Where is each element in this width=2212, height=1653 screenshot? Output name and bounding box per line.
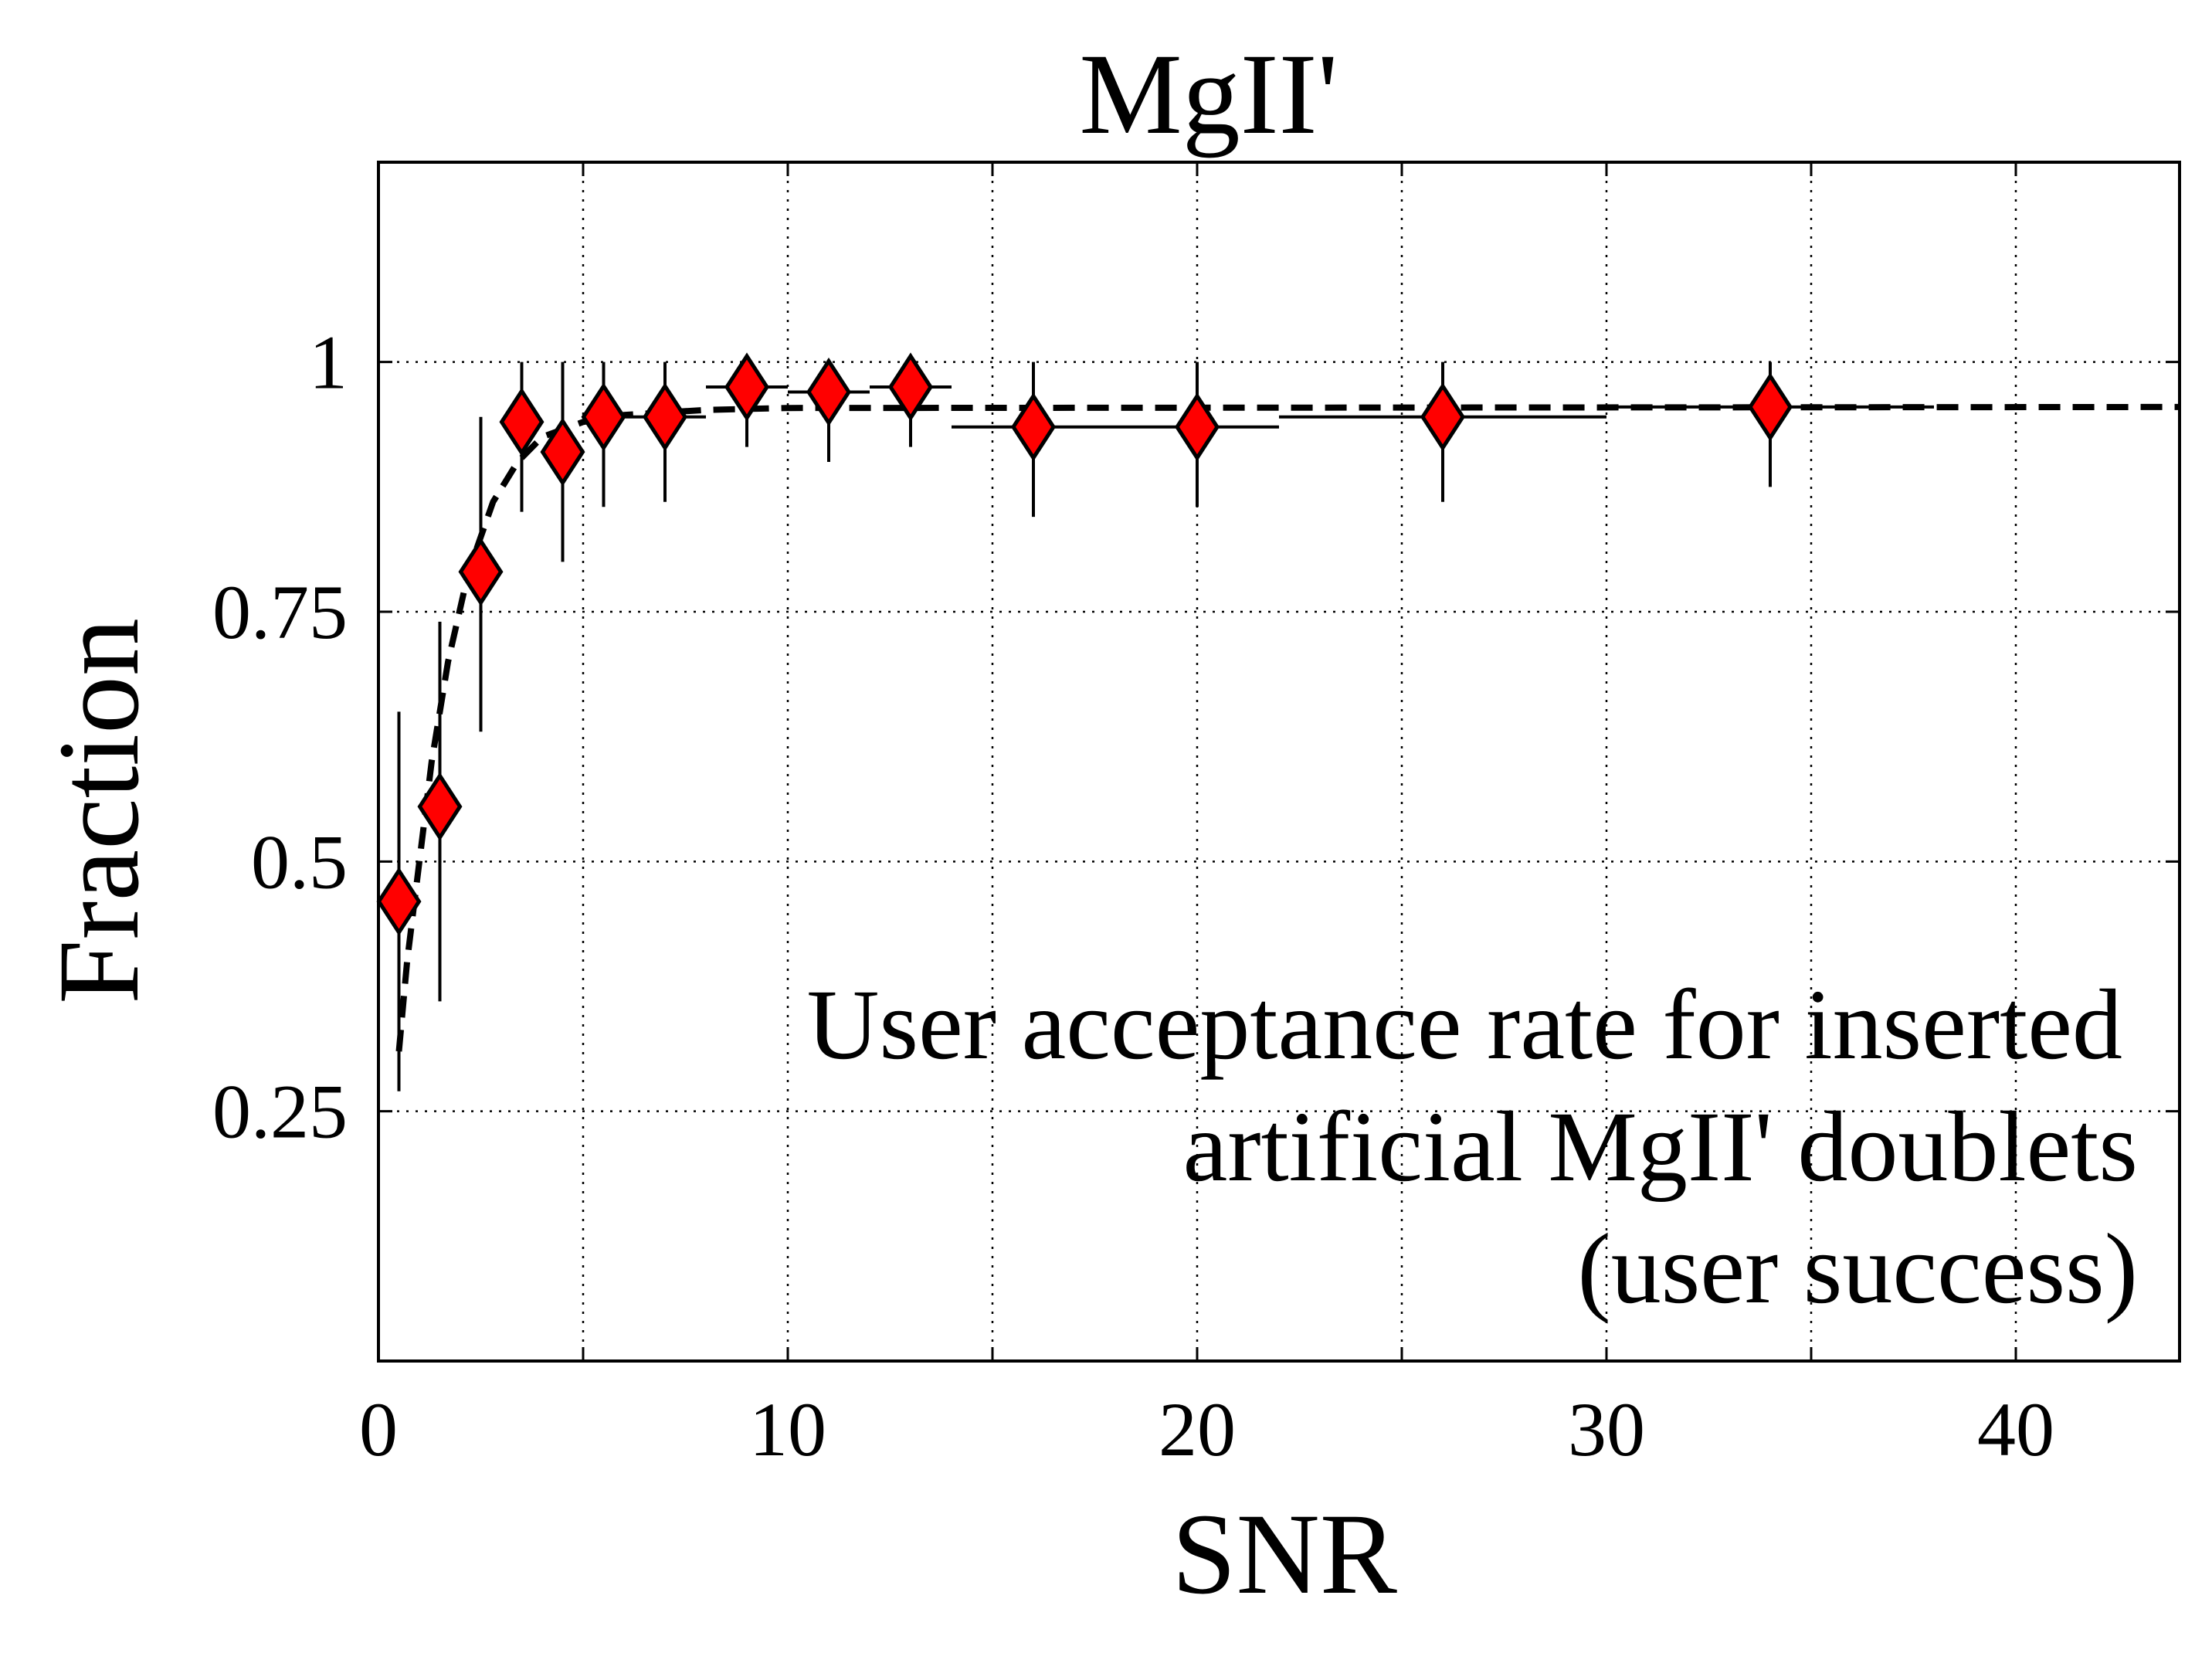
- data-point-marker: [458, 537, 504, 606]
- x-tick-label: 0: [359, 1387, 398, 1472]
- ticks: [377, 162, 2180, 1361]
- tick-labels: 0 10 20 30 40 0.25 0.5 0.75 1: [212, 320, 2054, 1472]
- fit-curve: [395, 403, 2180, 1052]
- data-point-marker: [888, 352, 933, 422]
- x-tick-label: 10: [749, 1387, 826, 1472]
- y-tick-label: 1: [309, 320, 348, 406]
- x-tick-label: 30: [1568, 1387, 1645, 1472]
- data-point-marker: [643, 382, 687, 452]
- y-tick-label: 0.25: [212, 1069, 348, 1155]
- data-point-marker: [1420, 382, 1465, 452]
- annotation-line-1: User acceptance rate for inserted: [807, 969, 2122, 1081]
- data-point-marker: [1175, 392, 1220, 462]
- data-markers: [376, 352, 1793, 936]
- annotation-line-2: artificial MgII' doublets: [1183, 1091, 2138, 1203]
- data-point-marker: [499, 387, 545, 457]
- data-point-marker: [724, 352, 769, 422]
- x-axis-label: SNR: [1172, 1490, 1397, 1618]
- plot-frame: [377, 161, 2181, 1363]
- y-tick-label: 0.5: [251, 819, 348, 905]
- data-point-marker: [376, 867, 422, 936]
- data-point-marker: [581, 382, 626, 452]
- data-point-marker: [540, 417, 585, 487]
- data-point-marker: [417, 772, 463, 841]
- data-point-marker: [806, 357, 851, 427]
- x-tick-label: 40: [1977, 1387, 2054, 1472]
- y-axis-label: Fraction: [35, 618, 163, 1004]
- y-tick-label: 0.75: [212, 569, 348, 655]
- grid: [378, 162, 2180, 1361]
- x-tick-label: 20: [1159, 1387, 1236, 1472]
- data-point-marker: [1748, 372, 1793, 442]
- fit-curve-group: [395, 403, 2180, 1052]
- chart-title: MgII': [1079, 30, 1338, 158]
- annotation-line-3: (user success): [1577, 1213, 2138, 1325]
- data-point-marker: [1011, 392, 1056, 462]
